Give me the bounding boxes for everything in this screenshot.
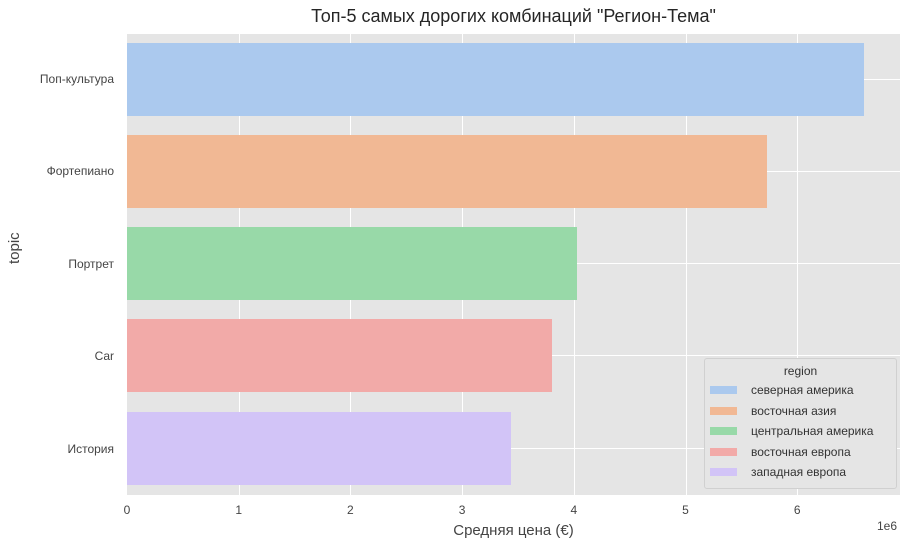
legend-label: восточная европа [751,444,851,459]
ytick-label: Поп-культура [39,72,114,86]
bar-history [127,412,511,485]
gridline-y [127,448,900,449]
xtick-label: 6 [793,503,801,517]
plot-area [127,34,900,495]
legend-swatch [710,447,737,456]
xtick-label: 2 [347,503,354,517]
legend-swatch [710,427,737,436]
ytick-label: Фортепиано [46,164,114,178]
legend-label: центральная америка [751,424,874,439]
xtick-label: 3 [458,503,466,517]
x-axis-label: Средняя цена (€) [453,522,574,539]
legend: region северная америка восточная азия ц… [704,358,897,489]
legend-title: region [783,364,818,378]
legend-label: западная европа [751,465,847,480]
legend-item: северная америка [705,380,896,401]
xtick-label: 5 [682,503,689,517]
bar-piano [127,135,767,208]
ytick-label: Портрет [68,257,114,271]
bar-portrait [127,227,577,300]
legend-item: западная европа [705,462,896,483]
xtick-label: 4 [570,503,578,517]
chart-title: Топ-5 самых дорогих комбинаций "Регион-Т… [311,6,716,26]
xtick-label: 0 [123,503,131,517]
legend-label: восточная азия [751,403,837,418]
gridline-x [797,34,799,495]
bar-car [127,319,552,392]
legend-swatch [710,386,737,395]
legend-item: восточная европа [705,442,896,463]
legend-item: центральная америка [705,421,896,442]
ytick-label: История [67,442,114,456]
legend-swatch [710,406,737,415]
xtick-label: 1 [235,503,243,517]
bar-pop-culture [127,43,864,116]
legend-item: восточная азия [705,401,896,422]
ytick-label: Car [94,349,114,363]
y-axis-label: topic [6,232,23,264]
legend-label: северная америка [751,383,854,398]
legend-swatch [710,468,737,477]
x-axis-offset: 1e6 [877,519,898,533]
gridline-x [685,34,687,495]
